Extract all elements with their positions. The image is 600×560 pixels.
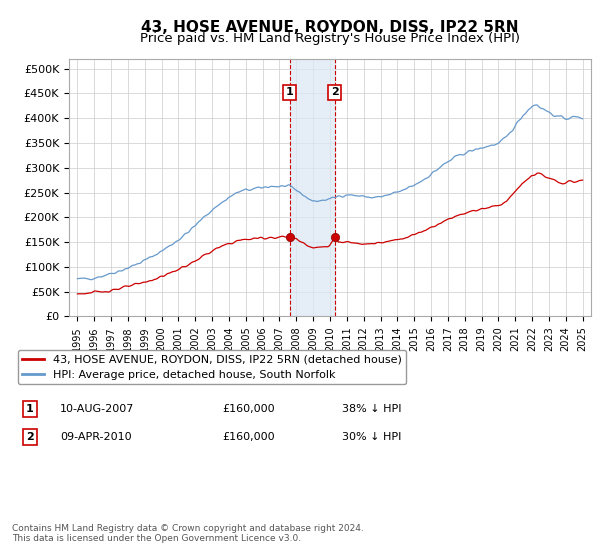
Text: £160,000: £160,000 (222, 432, 275, 442)
Text: 1: 1 (286, 87, 293, 97)
Text: Contains HM Land Registry data © Crown copyright and database right 2024.
This d: Contains HM Land Registry data © Crown c… (12, 524, 364, 543)
Text: 09-APR-2010: 09-APR-2010 (60, 432, 131, 442)
Text: 43, HOSE AVENUE, ROYDON, DISS, IP22 5RN: 43, HOSE AVENUE, ROYDON, DISS, IP22 5RN (141, 20, 519, 35)
Text: £160,000: £160,000 (222, 404, 275, 414)
Legend: 43, HOSE AVENUE, ROYDON, DISS, IP22 5RN (detached house), HPI: Average price, de: 43, HOSE AVENUE, ROYDON, DISS, IP22 5RN … (17, 350, 406, 384)
Text: 1: 1 (26, 404, 34, 414)
Text: 2: 2 (26, 432, 34, 442)
Text: 10-AUG-2007: 10-AUG-2007 (60, 404, 134, 414)
Text: 38% ↓ HPI: 38% ↓ HPI (342, 404, 401, 414)
Text: 2: 2 (331, 87, 338, 97)
Bar (290, 59, 335, 316)
Text: Price paid vs. HM Land Registry's House Price Index (HPI): Price paid vs. HM Land Registry's House … (140, 32, 520, 45)
Text: 30% ↓ HPI: 30% ↓ HPI (342, 432, 401, 442)
